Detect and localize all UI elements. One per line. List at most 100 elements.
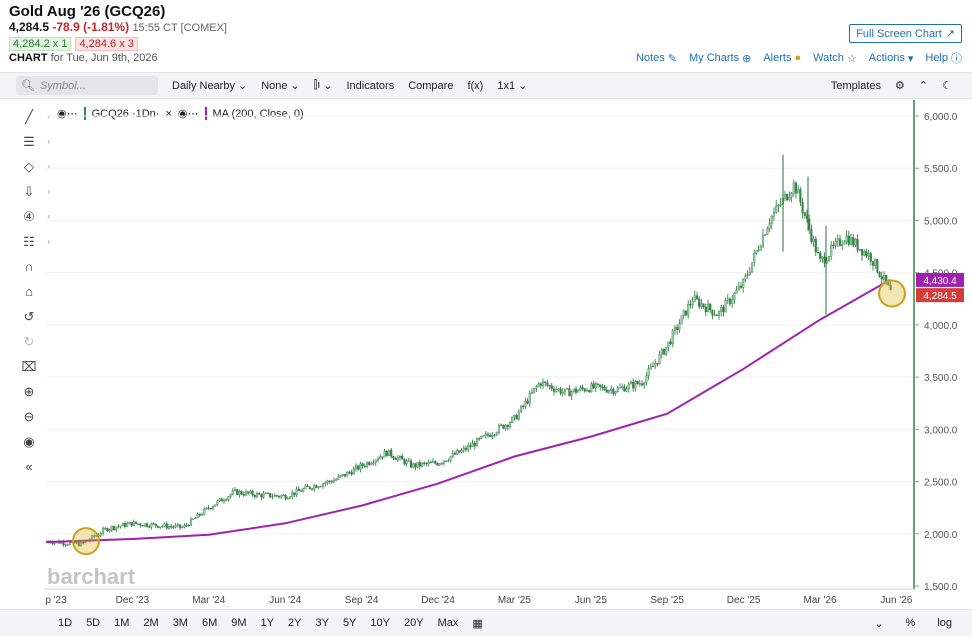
close-icon[interactable]: × [165, 107, 172, 120]
candle-body [150, 523, 153, 528]
zoom-out-icon[interactable]: ⊖ [23, 408, 35, 424]
compare-button[interactable]: Compare [408, 79, 454, 92]
candle-body [216, 500, 219, 505]
measure-tool-icon[interactable]: ☷ › [23, 233, 50, 249]
x-tick-label: Sep '24 [345, 595, 379, 606]
candle-body [876, 259, 879, 273]
candle-body [618, 387, 622, 389]
symbol-search-input[interactable]: 🔍︎ Symbol... [16, 76, 158, 95]
chart-type-dropdown[interactable]: ⫿ı ⌄ [314, 79, 333, 92]
y-tick-label: 2,500.0 [924, 478, 958, 489]
candle-body [427, 462, 430, 464]
candle-body [379, 456, 382, 460]
range-button-5d[interactable]: 5D [86, 617, 101, 629]
range-button-2m[interactable]: 2M [143, 617, 159, 629]
dark-mode-icon[interactable]: ☾ [942, 80, 952, 92]
undo-icon[interactable]: ↺ [23, 308, 35, 324]
gear-icon[interactable]: ⚙ [895, 80, 905, 92]
log-scale-button[interactable]: log [937, 617, 952, 629]
magnet-icon[interactable]: ∩ [24, 259, 34, 274]
study-color-swatch [204, 107, 207, 120]
candle-body [493, 434, 496, 436]
candle-body [343, 474, 347, 477]
actions-label: Actions [868, 52, 905, 64]
candle-body [706, 303, 710, 313]
fx-button[interactable]: f(x) [467, 79, 484, 92]
price-chart[interactable]: barchart 1,500.0 2,000.0 2,500.0 3,000.0 3,5… [0, 100, 972, 608]
candle-body [233, 489, 237, 491]
indicators-button[interactable]: Indicators [346, 79, 395, 92]
collapse-icon[interactable]: ⌃ [918, 80, 929, 92]
help-link[interactable]: Help ⓘ [925, 50, 962, 66]
templates-button[interactable]: Templates [830, 79, 882, 92]
range-button-10y[interactable]: 10Y [370, 617, 390, 629]
range-button-6m[interactable]: 6M [201, 617, 218, 629]
y-tick-label: 3,000.0 [924, 425, 958, 436]
eye-icon[interactable]: ◉⋯ [57, 108, 78, 120]
alert-icon: ● [794, 52, 802, 64]
actions-menu[interactable]: Actions ▾ [869, 50, 914, 66]
collapse-sidebar-icon[interactable]: « [25, 459, 33, 474]
candle-body [856, 239, 859, 251]
layout-dropdown[interactable]: 1x1 ⌄ [497, 79, 527, 93]
full-screen-chart-button[interactable]: Full Screen Chart ↗ [849, 24, 962, 43]
ask-badge: 4,284.6 x 3 [75, 37, 138, 51]
number-tool-icon[interactable]: ④ › [23, 208, 50, 224]
candle-body [651, 365, 655, 368]
unlock-icon[interactable]: ⌂ [25, 284, 33, 299]
candle-body [115, 526, 118, 530]
range-button-3y[interactable]: 3Y [315, 617, 329, 629]
shape-tool-icon[interactable]: ◇ › [24, 158, 50, 174]
period-dropdown[interactable]: Daily Nearby ⌄ [172, 79, 247, 93]
range-button-5y[interactable]: 5Y [342, 617, 357, 629]
candle-body [627, 383, 630, 389]
quote-time: 15:55 CT [COMEX] [132, 22, 227, 34]
candle-body [280, 495, 283, 498]
candle-body [181, 526, 184, 529]
arrow-tool-icon[interactable]: ⇩ › [23, 183, 50, 199]
candle-body [656, 363, 659, 365]
eye-icon[interactable]: ◉⋯ [177, 108, 199, 120]
candle-body [555, 389, 558, 392]
candle-body [128, 522, 131, 524]
range-button-20y[interactable]: 20Y [403, 617, 424, 629]
candle-body [225, 499, 228, 501]
candle-body [709, 303, 712, 311]
candle-body [396, 457, 399, 460]
candle-body [251, 491, 254, 496]
y-tick-label: 2,000.0 [924, 530, 958, 541]
candle-body [326, 480, 329, 484]
range-button-2y[interactable]: 2Y [288, 617, 302, 629]
fibonacci-tool-icon[interactable]: ☰ › [23, 133, 50, 149]
trash-icon[interactable]: ⌧ [21, 358, 37, 374]
candle-body [735, 289, 738, 294]
candle-body [143, 523, 146, 527]
candle-body [464, 447, 468, 450]
range-button-1m[interactable]: 1M [114, 617, 130, 629]
range-button-max[interactable]: Max [437, 617, 459, 629]
chevron-down-icon[interactable]: ⌄ [874, 617, 884, 630]
calendar-icon[interactable]: ▦ [472, 617, 483, 630]
x-tick-label: Jun '25 [575, 595, 607, 606]
eye-icon[interactable]: ◉ [23, 433, 35, 449]
overlay-dropdown[interactable]: None ⌄ [261, 79, 300, 93]
range-button-9m[interactable]: 9M [231, 617, 247, 629]
candle-body [645, 375, 648, 384]
percent-scale-button[interactable]: % [905, 617, 916, 629]
zoom-in-icon[interactable]: ⊕ [23, 383, 35, 399]
candle-body [66, 544, 69, 546]
notes-link[interactable]: Notes ✎ [636, 50, 677, 66]
alerts-link[interactable]: Alerts ● [763, 50, 801, 66]
candle-body [229, 494, 232, 497]
my-charts-link[interactable]: My Charts ⊕ [689, 50, 751, 66]
watch-link[interactable]: Watch ☆ [813, 50, 857, 66]
range-button-1y[interactable]: 1Y [260, 617, 274, 629]
candle-body [302, 488, 305, 492]
range-button-3m[interactable]: 3M [172, 617, 188, 629]
candle-body [207, 507, 210, 509]
range-button-1d[interactable]: 1D [58, 617, 73, 629]
candle-body [849, 237, 853, 245]
redo-icon[interactable]: ↻ [23, 333, 35, 349]
candle-body [566, 388, 569, 390]
chart-date: for Tue, Jun 9th, 2026 [50, 52, 158, 64]
